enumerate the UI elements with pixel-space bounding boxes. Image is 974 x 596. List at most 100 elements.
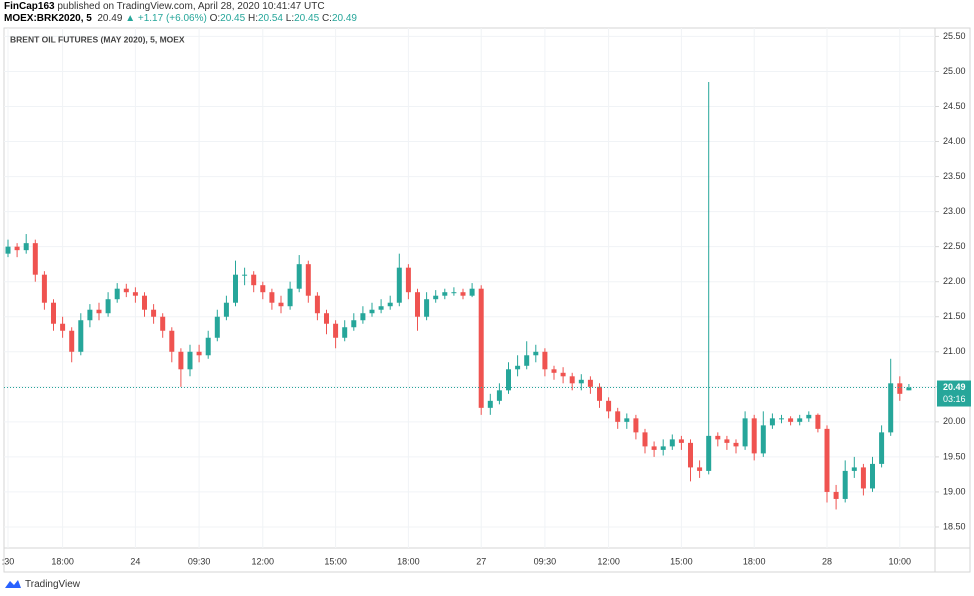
candle-body — [123, 288, 129, 293]
candle-body — [387, 302, 393, 307]
candle-body — [842, 470, 848, 499]
candle-body — [305, 264, 311, 296]
candle-body — [906, 387, 912, 391]
candle-body — [69, 330, 75, 352]
footer: TradingView — [4, 578, 80, 590]
candle-body — [742, 418, 748, 447]
candle-body — [205, 337, 211, 356]
price: 20.49 — [97, 13, 123, 24]
candle-body — [487, 400, 493, 408]
ohlc-label: L: — [285, 13, 295, 24]
candle-body — [132, 292, 138, 296]
candle-body — [160, 316, 166, 331]
symbol: MOEX:BRK2020, 5 — [4, 13, 92, 24]
candle-body — [351, 320, 357, 328]
candle-body — [833, 491, 839, 499]
y-tick-label: 21.00 — [943, 346, 966, 356]
candle-body — [223, 302, 229, 317]
candle-body — [806, 414, 812, 419]
candle-body — [515, 365, 521, 370]
candle-body — [824, 428, 830, 492]
candle-body — [442, 292, 448, 296]
candle-body — [196, 351, 202, 356]
candle-body — [342, 327, 348, 338]
y-tick-label: 21.50 — [943, 311, 966, 321]
x-tick-label: 12:00 — [252, 556, 275, 566]
y-tick-label: 19.50 — [943, 451, 966, 461]
x-tick-label: 15:00 — [324, 556, 347, 566]
candle-body — [5, 246, 11, 254]
candle-body — [506, 369, 511, 391]
candle-body — [105, 299, 111, 314]
candle-body — [233, 274, 238, 303]
header-line-2: MOEX:BRK2020, 5 20.49 ▲ +1.17 (+6.06%) O… — [4, 13, 357, 25]
candle-body — [260, 285, 266, 293]
y-tick-label: 23.00 — [943, 206, 966, 216]
candle-body — [314, 295, 320, 314]
candle-body — [178, 351, 184, 370]
candle-body — [333, 323, 339, 338]
candle-body — [278, 302, 284, 307]
x-tick-label: 09:30 — [534, 556, 557, 566]
ohlc-value: 20.49 — [331, 13, 357, 24]
ohlc-label: C: — [321, 13, 332, 24]
candle-body — [96, 309, 102, 314]
x-tick-label: 18:00 — [743, 556, 766, 566]
x-tick-label: 27 — [476, 556, 486, 566]
candle-body — [560, 372, 566, 377]
candle-body — [888, 383, 894, 433]
candle-body — [324, 313, 329, 324]
candle-body — [587, 379, 593, 387]
candle-body — [669, 439, 675, 447]
candle-body — [715, 435, 721, 440]
candle-body — [242, 274, 248, 276]
publisher: FinCap163 — [4, 1, 55, 12]
ohlc-value: 20.45 — [220, 13, 246, 24]
candle-body — [733, 442, 739, 447]
x-tick-label: 12:00 — [597, 556, 620, 566]
candle-body — [360, 313, 366, 321]
x-tick-label: 09:30 — [188, 556, 211, 566]
y-tick-label: 24.00 — [943, 136, 966, 146]
candle-body — [51, 302, 56, 324]
candle-body — [788, 418, 794, 422]
candle-body — [451, 292, 457, 294]
chart-title: BRENT OIL FUTURES (MAY 2020), 5, MOEX — [10, 34, 185, 44]
candle-body — [32, 243, 38, 275]
x-tick-label: 18:00 — [51, 556, 74, 566]
candle-body — [214, 316, 220, 338]
change: ▲ +1.17 (+6.06%) — [125, 13, 207, 24]
x-tick-label: 18:00 — [397, 556, 420, 566]
candle-body — [169, 330, 175, 352]
candle-body — [870, 463, 875, 489]
candle-body — [751, 418, 757, 454]
candle-body — [14, 246, 20, 251]
candle-body — [624, 418, 630, 422]
candle-body — [524, 355, 530, 366]
candle-body — [187, 351, 193, 370]
candle-body — [533, 351, 539, 356]
candle-body — [879, 432, 885, 464]
candle-body — [396, 267, 402, 303]
x-tick-label: 10:00 — [889, 556, 912, 566]
candle-body — [151, 309, 157, 317]
candle-body — [779, 418, 784, 420]
candle-body — [469, 288, 475, 296]
countdown: 03:16 — [943, 394, 966, 404]
y-tick-label: 25.50 — [943, 31, 966, 41]
candle-body — [551, 369, 557, 373]
x-tick-label: 24 — [130, 556, 140, 566]
candle-body — [760, 425, 766, 454]
candle-body — [142, 295, 147, 310]
candle-body — [688, 442, 693, 468]
candle-body — [296, 264, 302, 289]
brand: TradingView — [25, 578, 81, 590]
ohlc-value: 20.54 — [257, 13, 283, 24]
candle-body — [578, 379, 584, 384]
y-tick-label: 19.00 — [943, 486, 966, 496]
candle-body — [378, 306, 384, 310]
ohlc: O:20.45 H:20.54 L:20.45 C:20.49 — [210, 13, 357, 24]
x-tick-label: :30 — [2, 556, 15, 566]
